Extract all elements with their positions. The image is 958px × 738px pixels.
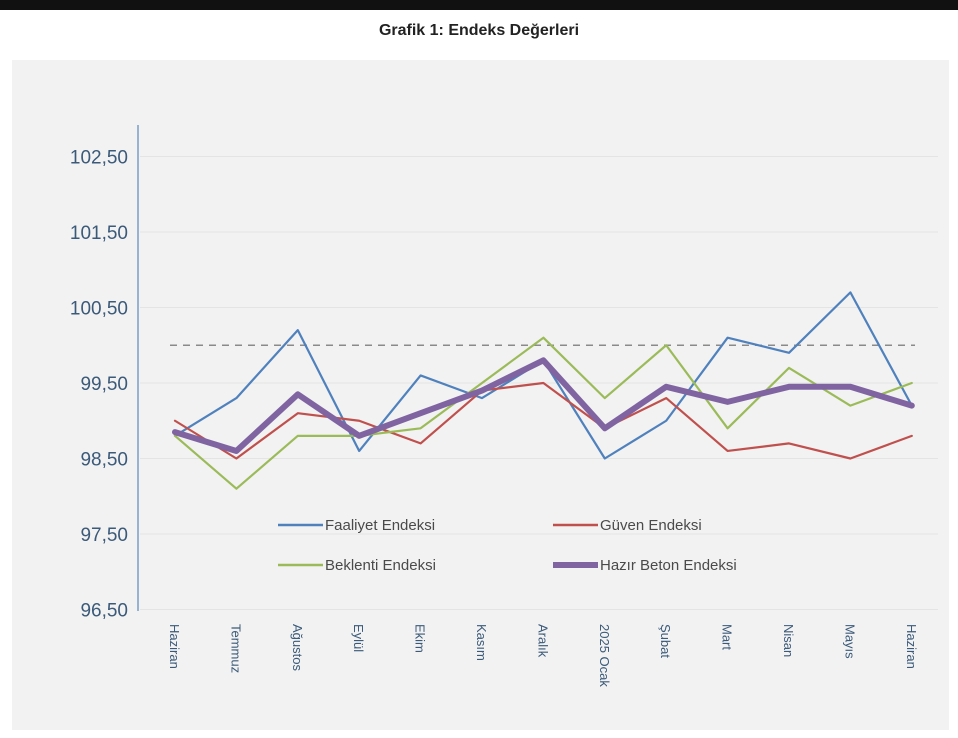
data-point (297, 435, 298, 436)
data-point (543, 383, 544, 384)
y-tick-label: 97,50 (80, 525, 128, 546)
series-2 (173, 336, 913, 490)
data-point (543, 360, 544, 361)
data-point (297, 413, 298, 414)
data-point (482, 383, 483, 384)
data-point (420, 413, 421, 414)
series-line (172, 357, 915, 454)
y-tick-label: 102,50 (70, 148, 128, 169)
x-tick-label: Nisan (781, 624, 796, 657)
data-point (789, 443, 790, 444)
data-point (297, 330, 298, 331)
data-point (789, 367, 790, 368)
x-tick-label: Mart (720, 624, 735, 650)
series-line (173, 336, 913, 490)
data-point (789, 386, 790, 387)
data-point (543, 337, 544, 338)
data-point (850, 292, 851, 293)
series-lines (172, 291, 915, 490)
data-point (236, 450, 237, 451)
data-point (727, 450, 728, 451)
series-1 (173, 381, 913, 460)
x-tick-label: Şubat (658, 624, 673, 658)
x-tick-label: Ağustos (290, 624, 305, 671)
x-tick-label: Eylül (351, 624, 366, 652)
data-point (727, 401, 728, 402)
data-point (175, 420, 176, 421)
y-tick-label: 96,50 (80, 601, 128, 622)
data-point (911, 435, 912, 436)
data-point (175, 432, 176, 433)
legend-label: Güven Endeksi (600, 517, 702, 534)
data-point (175, 435, 176, 436)
data-point (666, 345, 667, 346)
x-tick-label: Mayıs (842, 624, 857, 659)
data-point (911, 405, 912, 406)
y-tick-label: 98,50 (80, 450, 128, 471)
data-point (727, 337, 728, 338)
data-point (420, 443, 421, 444)
data-point (297, 394, 298, 395)
data-point (236, 488, 237, 489)
data-point (850, 386, 851, 387)
data-point (604, 458, 605, 459)
data-point (359, 435, 360, 436)
data-point (482, 398, 483, 399)
data-point (420, 428, 421, 429)
data-point (236, 398, 237, 399)
x-tick-label: Kasım (474, 624, 489, 661)
plot-area (12, 60, 949, 730)
x-tick-label: 2025 Ocak (597, 624, 612, 687)
data-point (850, 405, 851, 406)
data-point (420, 375, 421, 376)
x-tick-label: Haziran (904, 624, 919, 669)
data-point (666, 386, 667, 387)
data-point (850, 458, 851, 459)
x-tick-label: Ekim (413, 624, 428, 653)
y-tick-label: 101,50 (70, 223, 128, 244)
data-point (482, 390, 483, 391)
data-point (359, 450, 360, 451)
data-point (604, 398, 605, 399)
top-bar (0, 0, 958, 10)
x-tick-label: Aralık (535, 624, 550, 658)
legend-label: Hazır Beton Endeksi (600, 557, 737, 574)
data-point (789, 352, 790, 353)
data-point (359, 420, 360, 421)
axes: 96,50 97,50 98,50 99,50 100,50 101,50 102,50 Ha… (70, 125, 919, 687)
data-point (236, 458, 237, 459)
series-line (173, 381, 913, 460)
data-point (666, 398, 667, 399)
x-tick-label: Haziran (167, 624, 182, 669)
legend-label: Faaliyet Endeksi (325, 517, 435, 534)
series-3 (172, 357, 915, 454)
data-point (911, 383, 912, 384)
chart-title: Grafik 1: Endeks Değerleri (378, 22, 580, 39)
data-point (604, 428, 605, 429)
data-point (727, 428, 728, 429)
legend: Faaliyet Endeksi Güven Endeksi Beklenti En… (278, 517, 737, 574)
data-point (666, 420, 667, 421)
legend-label: Beklenti Endeksi (325, 557, 436, 574)
x-tick-label: Temmuz (228, 624, 243, 673)
y-tick-label: 99,50 (80, 374, 128, 395)
y-tick-label: 100,50 (70, 299, 128, 320)
